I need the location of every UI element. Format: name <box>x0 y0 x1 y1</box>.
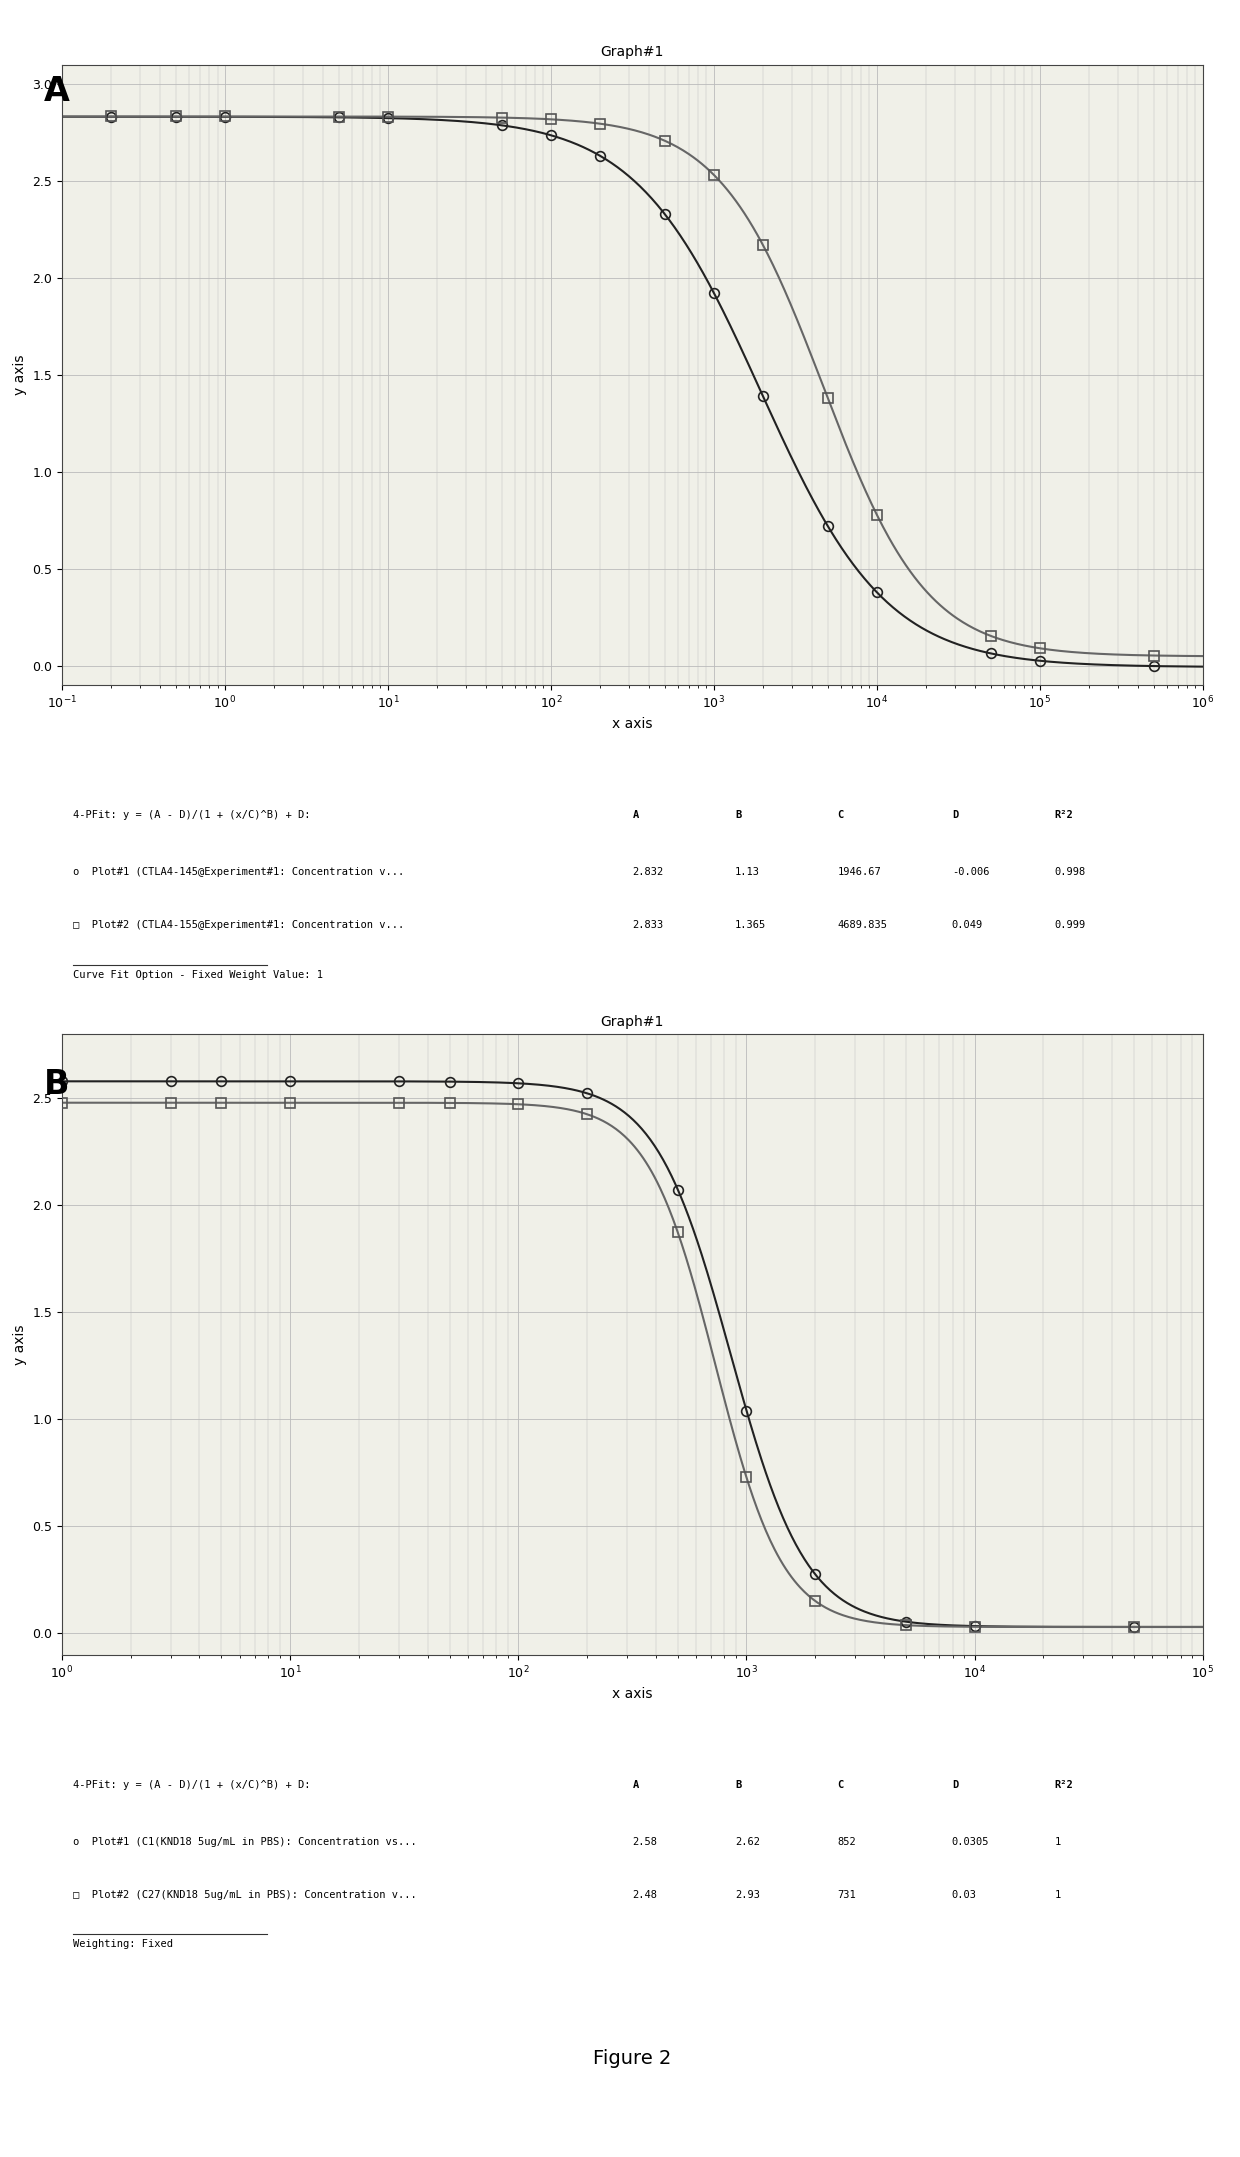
Text: 4689.835: 4689.835 <box>838 921 888 930</box>
Text: 2.833: 2.833 <box>632 921 663 930</box>
Text: □  Plot#2 (C27(KND18 5ug/mL in PBS): Concentration v...: □ Plot#2 (C27(KND18 5ug/mL in PBS): Conc… <box>73 1890 417 1900</box>
Text: 2.62: 2.62 <box>735 1836 760 1846</box>
Text: D: D <box>952 811 959 820</box>
Text: A: A <box>632 811 639 820</box>
X-axis label: x axis: x axis <box>613 1687 652 1700</box>
Title: Graph#1: Graph#1 <box>600 1016 665 1029</box>
Text: 0.03: 0.03 <box>952 1890 977 1900</box>
Text: □  Plot#2 (CTLA4-155@Experiment#1: Concentration v...: □ Plot#2 (CTLA4-155@Experiment#1: Concen… <box>73 921 404 930</box>
Text: 2.93: 2.93 <box>735 1890 760 1900</box>
Text: 4-PFit: y = (A - D)/(1 + (x/C)^B) + D:: 4-PFit: y = (A - D)/(1 + (x/C)^B) + D: <box>73 811 311 820</box>
Text: C: C <box>838 811 844 820</box>
Text: D: D <box>952 1780 959 1790</box>
Text: 1: 1 <box>1054 1836 1060 1846</box>
Text: A: A <box>632 1780 639 1790</box>
Text: 0.998: 0.998 <box>1054 867 1086 878</box>
Text: 1946.67: 1946.67 <box>838 867 882 878</box>
Text: B: B <box>735 811 742 820</box>
Text: 4-PFit: y = (A - D)/(1 + (x/C)^B) + D:: 4-PFit: y = (A - D)/(1 + (x/C)^B) + D: <box>73 1780 311 1790</box>
Text: 2.832: 2.832 <box>632 867 663 878</box>
Y-axis label: y axis: y axis <box>12 1324 27 1365</box>
Text: o  Plot#1 (CTLA4-145@Experiment#1: Concentration v...: o Plot#1 (CTLA4-145@Experiment#1: Concen… <box>73 867 404 878</box>
Text: 0.049: 0.049 <box>952 921 983 930</box>
Text: Weighting: Fixed: Weighting: Fixed <box>73 1939 174 1950</box>
Text: 0.0305: 0.0305 <box>952 1836 990 1846</box>
Text: 731: 731 <box>838 1890 857 1900</box>
Text: 2.48: 2.48 <box>632 1890 657 1900</box>
Text: 2.58: 2.58 <box>632 1836 657 1846</box>
Text: Curve Fit Option - Fixed Weight Value: 1: Curve Fit Option - Fixed Weight Value: 1 <box>73 971 324 979</box>
X-axis label: x axis: x axis <box>613 718 652 731</box>
Text: B: B <box>43 1068 69 1100</box>
Text: Figure 2: Figure 2 <box>593 2049 672 2069</box>
Text: R²2: R²2 <box>1054 1780 1074 1790</box>
Text: C: C <box>838 1780 844 1790</box>
Y-axis label: y axis: y axis <box>12 354 27 395</box>
Text: 1: 1 <box>1054 1890 1060 1900</box>
Text: 1.365: 1.365 <box>735 921 766 930</box>
Text: o  Plot#1 (C1(KND18 5ug/mL in PBS): Concentration vs...: o Plot#1 (C1(KND18 5ug/mL in PBS): Conce… <box>73 1836 417 1846</box>
Text: A: A <box>43 75 69 108</box>
Text: 0.999: 0.999 <box>1054 921 1086 930</box>
Text: R²2: R²2 <box>1054 811 1074 820</box>
Title: Graph#1: Graph#1 <box>600 45 665 60</box>
Text: B: B <box>735 1780 742 1790</box>
Text: 852: 852 <box>838 1836 857 1846</box>
Text: -0.006: -0.006 <box>952 867 990 878</box>
Text: 1.13: 1.13 <box>735 867 760 878</box>
